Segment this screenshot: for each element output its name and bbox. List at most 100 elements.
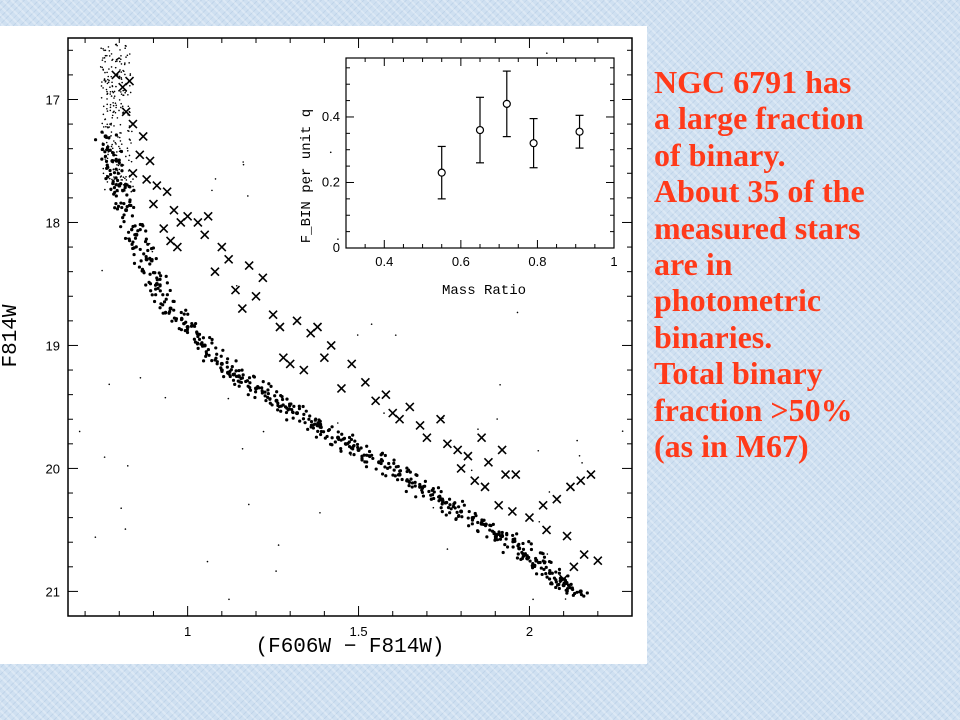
binary-star-cross — [415, 420, 425, 430]
inset-y-axis-label: F_BIN per unit q — [299, 109, 315, 243]
star-dot — [521, 541, 525, 546]
star-dot — [110, 124, 112, 126]
star-dot — [210, 359, 214, 363]
inset-point-with-errorbar — [575, 114, 584, 149]
annotation-line: (as in M67) — [654, 428, 809, 465]
star-dot — [114, 102, 117, 104]
cross-stroke — [251, 291, 261, 301]
cross-stroke — [285, 359, 295, 369]
binary-star-cross — [203, 211, 213, 221]
star-dot — [400, 477, 404, 482]
star-dot — [107, 126, 109, 129]
star-dot — [392, 461, 396, 466]
star-dot — [117, 164, 120, 167]
binary-star-cross — [292, 316, 302, 326]
star-dot — [130, 190, 133, 193]
star-dot — [501, 550, 505, 555]
star-dot — [413, 484, 417, 488]
star-dot — [431, 487, 435, 491]
star-dot — [132, 252, 136, 257]
cross-stroke — [152, 181, 162, 191]
star-dot — [118, 172, 121, 175]
star-dot — [483, 524, 488, 528]
star-dot — [137, 265, 142, 269]
star-dot — [119, 60, 121, 63]
star-dot — [197, 332, 202, 336]
star-dot — [542, 555, 547, 559]
star-dot — [116, 163, 118, 166]
star-dot — [123, 186, 127, 190]
star-dot — [112, 101, 114, 104]
field-star — [126, 237, 128, 240]
binary-star-cross — [453, 445, 463, 455]
star-dot — [104, 71, 106, 74]
field-star — [432, 506, 435, 509]
star-dot — [260, 386, 264, 390]
star-dot — [570, 587, 575, 592]
field-star — [101, 269, 103, 272]
star-dot — [127, 105, 130, 108]
star-dot — [341, 437, 346, 441]
star-dot — [138, 228, 142, 232]
star-dot — [571, 593, 575, 597]
star-dot — [561, 583, 566, 588]
field-star — [78, 430, 81, 433]
star-dot — [154, 293, 158, 297]
star-dot — [460, 499, 465, 503]
binary-star-cross — [138, 131, 148, 141]
star-dot — [248, 386, 252, 390]
star-dot — [330, 436, 334, 440]
star-dot — [414, 495, 418, 499]
star-dot — [467, 524, 471, 528]
star-dot — [120, 78, 123, 80]
star-dot — [405, 478, 409, 482]
star-dot — [104, 188, 106, 191]
binary-star-cross — [210, 267, 220, 277]
star-dot — [252, 375, 256, 379]
star-dot — [111, 178, 113, 181]
star-dot — [554, 580, 558, 584]
star-dot — [122, 183, 125, 186]
star-dot — [102, 87, 104, 89]
star-dot — [108, 135, 111, 138]
cross-stroke — [347, 359, 357, 369]
star-dot — [311, 426, 315, 430]
star-dot — [355, 442, 360, 447]
star-dot — [113, 151, 115, 154]
star-dot — [194, 321, 198, 326]
binary-star-cross — [381, 390, 391, 400]
star-dot — [236, 379, 240, 383]
star-dot — [120, 143, 123, 145]
star-dot — [349, 437, 354, 442]
star-dot — [225, 360, 229, 365]
star-dot — [164, 274, 168, 278]
field-star — [370, 323, 373, 325]
star-dot — [415, 473, 419, 478]
star-dot — [110, 131, 113, 133]
cross-stroke — [292, 316, 302, 326]
star-dot — [119, 147, 121, 150]
star-dot — [110, 53, 113, 55]
star-dot — [280, 397, 285, 402]
field-star — [206, 560, 209, 563]
star-dot — [129, 91, 132, 94]
star-dot — [309, 420, 314, 424]
star-dot — [207, 353, 211, 357]
star-dot — [225, 357, 230, 361]
star-dot — [120, 71, 123, 73]
star-dot — [392, 458, 396, 462]
star-dot — [121, 112, 124, 114]
cross-stroke — [312, 322, 323, 332]
star-dot — [380, 472, 385, 476]
star-dot — [148, 262, 152, 266]
star-dot — [172, 299, 176, 304]
cross-stroke — [275, 322, 285, 332]
star-dot — [429, 493, 433, 497]
star-dot — [107, 78, 109, 81]
field-star — [214, 178, 217, 180]
field-star — [108, 383, 111, 386]
star-dot — [525, 556, 529, 561]
star-dot — [126, 54, 129, 57]
binary-star-cross — [593, 556, 603, 566]
star-dot — [241, 373, 245, 377]
